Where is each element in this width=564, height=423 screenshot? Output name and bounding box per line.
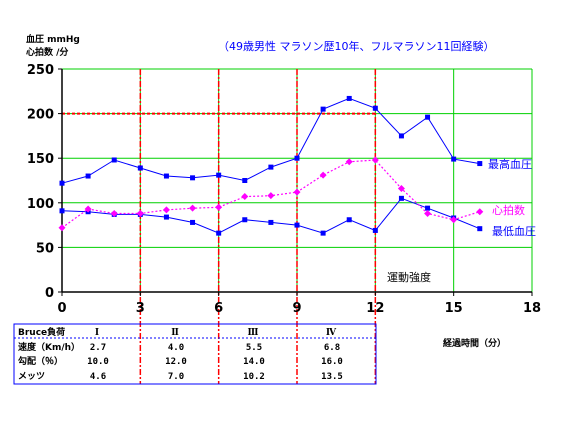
x-tick-label-6: 6 <box>214 301 223 316</box>
y-tick-label-50: 50 <box>36 241 54 256</box>
data-point-s1-9 <box>294 222 300 228</box>
data-point-s0-0 <box>59 180 65 186</box>
data-point-s2-10 <box>319 171 327 179</box>
data-point-s0-2 <box>111 157 117 163</box>
data-point-s0-13 <box>398 133 404 139</box>
series-label-diastolic: 最低血圧 <box>492 224 536 238</box>
y-tick-label-0: 0 <box>45 286 54 301</box>
data-point-s1-16 <box>477 226 483 232</box>
x-tick-label-18: 18 <box>523 301 541 316</box>
data-point-s2-4 <box>162 206 170 214</box>
axes <box>58 68 533 296</box>
data-point-s0-3 <box>137 165 143 171</box>
stage-4-grade: 16.0 <box>321 357 343 367</box>
data-point-s2-0 <box>58 224 66 232</box>
data-point-s2-3 <box>136 210 144 218</box>
chart-subtitle: （49歳男性 マラソン歴10年、フルマラソン11回経験） <box>218 39 495 53</box>
x-tick-labels: 0 3 6 9 12 15 18 <box>57 301 541 316</box>
y-tick-label-100: 100 <box>27 197 54 212</box>
x-tick-label-3: 3 <box>136 301 145 316</box>
data-point-s2-7 <box>241 193 249 201</box>
data-point-s0-12 <box>372 105 378 111</box>
y-tick-label-200: 200 <box>27 108 54 123</box>
data-point-s2-2 <box>110 210 118 218</box>
y-axis-label-line2: 心拍数 /分 <box>26 46 68 58</box>
stage-2-roman: Ⅱ <box>171 328 179 338</box>
data-point-s1-4 <box>163 214 169 220</box>
data-point-s1-0 <box>59 208 65 214</box>
data-point-s1-10 <box>320 230 326 236</box>
series-line-0 <box>61 97 480 184</box>
data-point-s1-14 <box>425 205 431 211</box>
y-tick-labels: 0 50 100 150 200 250 <box>27 63 54 301</box>
data-point-s0-10 <box>320 106 326 112</box>
data-point-s0-9 <box>294 155 300 161</box>
data-point-s1-8 <box>268 219 274 225</box>
stage-1-mets: 4.6 <box>90 372 106 382</box>
data-point-s0-8 <box>268 164 274 170</box>
data-point-s1-7 <box>242 217 248 223</box>
data-point-s2-5 <box>189 204 197 212</box>
stage-3-speed: 5.5 <box>246 343 262 353</box>
stage-4-roman: Ⅳ <box>326 328 337 338</box>
series-label-systolic: 最高血圧 <box>488 157 532 171</box>
data-point-s0-4 <box>163 173 169 179</box>
data-point-s0-6 <box>216 172 222 178</box>
data-point-s0-16 <box>477 161 483 167</box>
stage-3-grade: 14.0 <box>243 357 265 367</box>
data-point-s2-1 <box>84 205 92 213</box>
stage-4-mets: 13.5 <box>321 372 343 382</box>
table-row-label-grade: 勾配（％） <box>18 355 63 367</box>
series-group <box>58 95 484 236</box>
table-row-label-mets: メッツ <box>18 371 45 382</box>
data-point-s2-6 <box>215 203 223 211</box>
series-label-heart-rate: 心拍数 <box>492 203 525 217</box>
data-point-s0-14 <box>425 114 431 120</box>
stage-3-roman: Ⅲ <box>248 328 259 338</box>
stage-4-speed: 6.8 <box>324 343 340 353</box>
data-point-s0-11 <box>346 95 352 101</box>
series-line-1 <box>61 197 480 234</box>
x-axis-label: 経過時間（分） <box>443 337 506 349</box>
stage-2-mets: 7.0 <box>168 372 184 382</box>
data-point-s2-9 <box>293 188 301 196</box>
data-point-s1-11 <box>346 217 352 223</box>
data-point-s1-6 <box>216 230 222 236</box>
y-axis-label-line1: 血圧 mmHg <box>26 33 80 45</box>
exercise-intensity-annotation: 運動強度 <box>387 270 431 284</box>
data-point-s2-14 <box>424 210 432 218</box>
stage-table-border <box>13 323 377 385</box>
data-point-s0-7 <box>242 178 248 183</box>
x-tick-label-15: 15 <box>445 301 463 316</box>
y-tick-label-150: 150 <box>27 152 54 167</box>
data-point-s0-5 <box>190 175 196 181</box>
data-point-s0-15 <box>451 156 457 162</box>
data-point-s1-13 <box>398 195 404 201</box>
stage-table: Bruce負荷 速度（Km/h） 勾配（％） メッツ Ⅰ Ⅱ Ⅲ Ⅳ 2.7 4… <box>13 323 377 385</box>
data-point-s1-5 <box>190 219 196 225</box>
x-tick-label-9: 9 <box>292 301 301 316</box>
stage-1-speed: 2.7 <box>90 343 106 353</box>
x-tick-label-12: 12 <box>366 301 384 316</box>
data-point-s2-13 <box>397 185 405 193</box>
data-point-s2-8 <box>267 192 275 200</box>
table-row-label-bruce: Bruce負荷 <box>18 326 65 338</box>
data-point-s2-15 <box>450 216 458 224</box>
data-point-s2-16 <box>476 208 484 216</box>
y-tick-label-250: 250 <box>27 63 54 78</box>
stage-2-speed: 4.0 <box>168 343 184 353</box>
stage-1-grade: 10.0 <box>87 357 109 367</box>
stage-2-grade: 12.0 <box>165 357 187 367</box>
data-point-s1-12 <box>372 227 378 233</box>
table-row-label-speed: 速度（Km/h） <box>18 341 80 353</box>
stage-3-mets: 10.2 <box>243 372 265 382</box>
stage-1-roman: Ⅰ <box>95 328 99 338</box>
x-tick-label-0: 0 <box>57 301 66 316</box>
data-point-s2-11 <box>345 158 353 166</box>
data-point-s2-12 <box>371 156 379 164</box>
data-point-s0-1 <box>85 173 91 179</box>
